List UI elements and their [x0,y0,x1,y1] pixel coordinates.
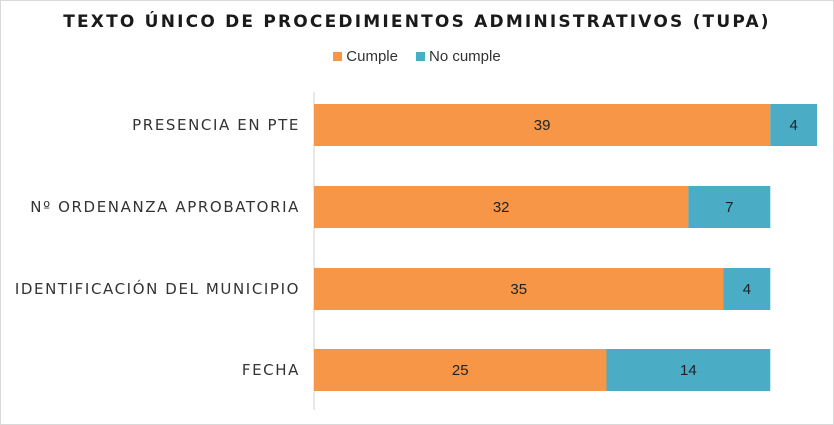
bar-cumple-n-ordenanza-aprobatoria [314,186,689,228]
legend-label-no-cumple: No cumple [428,48,501,65]
category-label-fecha: FECHA [242,361,300,379]
category-label-identificacion-del-municipio: IDENTIFICACIÓN DEL MUNICIPIO [15,279,300,298]
data-label-cumple-identificacion-del-municipio: 35 [510,281,527,298]
data-label-cumple-fecha: 25 [452,362,469,379]
bar-cumple-fecha [314,349,607,391]
data-label-no-cumple-fecha: 14 [680,362,697,379]
chart-title: TEXTO ÚNICO DE PROCEDIMIENTOS ADMINISTRA… [63,12,771,32]
bar-cumple-presencia-en-pte [314,104,771,146]
data-label-no-cumple-presencia-en-pte: 4 [790,117,798,134]
data-label-no-cumple-identificacion-del-municipio: 4 [743,281,751,298]
legend-item-no-cumple: No cumple [415,48,501,65]
bar-no-cumple-presencia-en-pte [770,104,818,146]
category-label-presencia-en-pte: PRESENCIA EN PTE [132,116,300,134]
legend-swatch-no-cumple [415,52,425,61]
data-label-cumple-n-ordenanza-aprobatoria: 32 [493,199,510,216]
bar-no-cumple-identificacion-del-municipio [723,268,771,310]
legend-item-cumple: Cumple [333,48,398,65]
legend-label-cumple: Cumple [346,48,398,65]
legend-swatch-cumple [333,52,343,61]
data-label-cumple-presencia-en-pte: 39 [534,117,551,134]
chart-legend: Cumple No cumple [0,48,834,65]
bar-cumple-identificacion-del-municipio [314,268,724,310]
data-label-no-cumple-n-ordenanza-aprobatoria: 7 [725,199,733,216]
bar-no-cumple-fecha [606,349,771,391]
bar-no-cumple-n-ordenanza-aprobatoria [688,186,771,228]
category-label-n-ordenanza-aprobatoria: Nº ORDENANZA APROBATORIA [30,198,300,216]
